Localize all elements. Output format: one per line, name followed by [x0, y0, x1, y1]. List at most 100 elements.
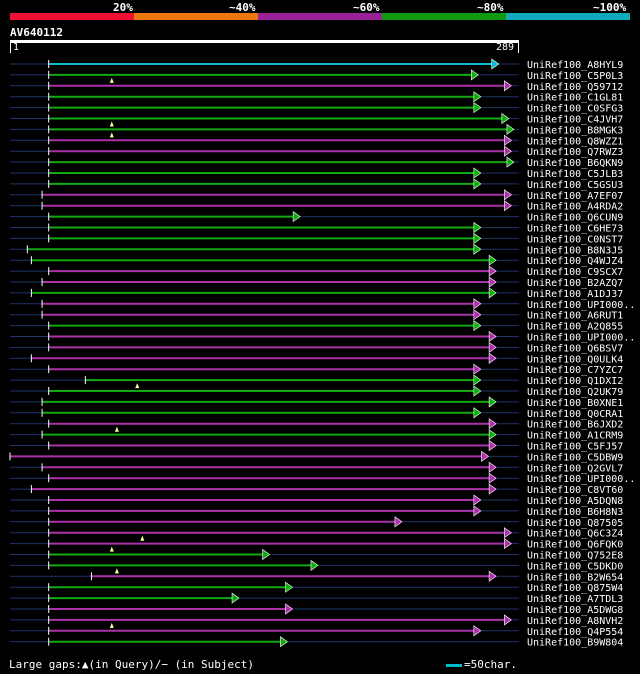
hit-row[interactable]: UniRef100_C5DKD0	[10, 559, 623, 574]
hit-row[interactable]: UniRef100_C5JLB3	[10, 167, 623, 180]
hit-id-label[interactable]: UniRef100_Q8WZZ1	[527, 136, 623, 147]
hit-id-label[interactable]: UniRef100_A1DJ37	[527, 289, 623, 300]
hit-row[interactable]: UniRef100_Q4WJZ4	[10, 254, 623, 267]
hit-id-label[interactable]: UniRef100_C8VT60	[527, 485, 623, 496]
hit-row[interactable]: UniRef100_Q752E8	[10, 548, 623, 562]
hit-row[interactable]: UniRef100_A8HYL9	[10, 58, 623, 71]
hit-id-label[interactable]: UniRef100_B8MGK3	[527, 125, 623, 136]
hit-row[interactable]: UniRef100_Q59712	[10, 80, 623, 93]
hit-row[interactable]: UniRef100_B2AZQ7	[10, 276, 623, 289]
hit-row[interactable]: UniRef100_A2Q855	[10, 320, 623, 333]
hit-row[interactable]: UniRef100_C8VT60	[10, 483, 623, 496]
hit-id-label[interactable]: UniRef100_C7YZC7	[527, 365, 623, 376]
hit-id-label[interactable]: UniRef100_Q2GVL7	[527, 463, 623, 474]
hit-row[interactable]: UniRef100_Q875W4	[10, 581, 623, 594]
hit-id-label[interactable]: UniRef100_Q87505	[527, 518, 623, 529]
hit-row[interactable]: UniRef100_C5GSU3	[10, 178, 623, 191]
hit-row[interactable]: UniRef100_Q6BSV7	[10, 341, 623, 354]
hit-id-label[interactable]: UniRef100_UPI000..	[527, 333, 635, 344]
hit-row[interactable]: UniRef100_Q2UK79	[10, 385, 623, 398]
hit-id-label[interactable]: UniRef100_Q6CUN9	[527, 213, 623, 224]
hit-row[interactable]: UniRef100_Q87505	[10, 516, 623, 529]
hit-id-label[interactable]: UniRef100_C5DKD0	[527, 561, 623, 572]
hit-id-label[interactable]: UniRef100_C5DBW9	[527, 452, 623, 463]
hit-id-label[interactable]: UniRef100_Q752E8	[527, 551, 623, 562]
hit-row[interactable]: UniRef100_Q4P554	[10, 625, 623, 638]
hit-row[interactable]: UniRef100_C4JVH7	[10, 112, 623, 127]
hit-id-label[interactable]: UniRef100_Q4P554	[527, 627, 623, 638]
hit-id-label[interactable]: UniRef100_B0XNE1	[527, 398, 623, 409]
hit-row[interactable]: UniRef100_Q0CRA1	[10, 407, 623, 420]
hit-row[interactable]: UniRef100_C5FJ57	[10, 439, 623, 453]
hit-id-label[interactable]: UniRef100_A7TDL3	[527, 594, 623, 605]
hit-row[interactable]: UniRef100_C0SFG3	[10, 102, 623, 115]
hit-id-label[interactable]: UniRef100_C0SFG3	[527, 104, 623, 115]
hit-id-label[interactable]: UniRef100_C5FJ57	[527, 442, 623, 453]
hit-id-label[interactable]: UniRef100_C6HE73	[527, 224, 623, 235]
hit-row[interactable]: UniRef100_C5P0L3	[10, 69, 623, 83]
hit-id-label[interactable]: UniRef100_A5DWG8	[527, 605, 623, 616]
hit-row[interactable]: UniRef100_A5DWG8	[10, 603, 623, 616]
hit-row[interactable]: UniRef100_A1CRM9	[10, 429, 623, 442]
hit-id-label[interactable]: UniRef100_A5DQN8	[527, 496, 623, 507]
hit-row[interactable]: UniRef100_Q7RWZ3	[10, 145, 623, 158]
hit-row[interactable]: UniRef100_B6JXD2	[10, 418, 623, 432]
hit-row[interactable]: UniRef100_UPI000..	[10, 330, 635, 344]
hit-id-label[interactable]: UniRef100_UPI000..	[527, 300, 635, 311]
hit-id-label[interactable]: UniRef100_B8N3J5	[527, 245, 623, 256]
hit-id-label[interactable]: UniRef100_B6JXD2	[527, 420, 623, 431]
hit-id-label[interactable]: UniRef100_C5P0L3	[527, 71, 623, 82]
hit-id-label[interactable]: UniRef100_A4RDA2	[527, 202, 623, 213]
hit-row[interactable]: UniRef100_C6HE73	[10, 221, 623, 235]
hit-id-label[interactable]: UniRef100_Q59712	[527, 82, 623, 93]
hit-row[interactable]: UniRef100_C9SCX7	[10, 265, 623, 278]
hit-row[interactable]: UniRef100_A6RUT1	[10, 309, 623, 322]
hit-id-label[interactable]: UniRef100_B6H8N3	[527, 507, 623, 518]
hit-row[interactable]: UniRef100_B8N3J5	[10, 243, 623, 256]
hit-id-label[interactable]: UniRef100_Q7RWZ3	[527, 147, 623, 158]
hit-row[interactable]: UniRef100_C1GL81	[10, 91, 623, 104]
hit-id-label[interactable]: UniRef100_Q6BSV7	[527, 343, 623, 354]
hit-id-label[interactable]: UniRef100_A2Q855	[527, 322, 623, 333]
hit-id-label[interactable]: UniRef100_A1CRM9	[527, 431, 623, 442]
hit-row[interactable]: UniRef100_Q8WZZ1	[10, 134, 623, 147]
hit-row[interactable]: UniRef100_B0XNE1	[10, 396, 623, 409]
hit-row[interactable]: UniRef100_C7YZC7	[10, 363, 623, 376]
hit-row[interactable]: UniRef100_Q0ULK4	[10, 352, 623, 365]
hit-row[interactable]: UniRef100_A5DQN8	[10, 494, 623, 507]
hit-row[interactable]: UniRef100_A7TDL3	[10, 592, 623, 605]
hit-row[interactable]: UniRef100_B2W654	[10, 570, 623, 583]
hit-id-label[interactable]: UniRef100_Q1DXI2	[527, 376, 623, 387]
hit-id-label[interactable]: UniRef100_B2AZQ7	[527, 278, 623, 289]
hit-row[interactable]: UniRef100_Q6C3Z4	[10, 527, 623, 541]
hit-id-label[interactable]: UniRef100_B6QKN9	[527, 158, 623, 169]
hit-row[interactable]: UniRef100_UPI000..	[10, 298, 635, 311]
hit-id-label[interactable]: UniRef100_B2W654	[527, 572, 623, 583]
hit-id-label[interactable]: UniRef100_A7EF07	[527, 191, 623, 202]
hit-id-label[interactable]: UniRef100_Q6C3Z4	[527, 529, 623, 540]
hit-id-label[interactable]: UniRef100_A8HYL9	[527, 60, 623, 71]
hit-row[interactable]: UniRef100_Q1DXI2	[10, 374, 623, 389]
hit-row[interactable]: UniRef100_A8NVH2	[10, 614, 623, 628]
hit-id-label[interactable]: UniRef100_C5JLB3	[527, 169, 623, 180]
hit-id-label[interactable]: UniRef100_Q4WJZ4	[527, 256, 623, 267]
hit-id-label[interactable]: UniRef100_Q0CRA1	[527, 409, 623, 420]
hit-id-label[interactable]: UniRef100_Q875W4	[527, 583, 623, 594]
hit-row[interactable]: UniRef100_A7EF07	[10, 189, 623, 202]
hit-row[interactable]: UniRef100_B9W804	[10, 636, 623, 649]
hit-id-label[interactable]: UniRef100_Q2UK79	[527, 387, 623, 398]
hit-row[interactable]: UniRef100_B6QKN9	[10, 156, 623, 169]
hit-id-label[interactable]: UniRef100_UPI000..	[527, 474, 635, 485]
hit-row[interactable]: UniRef100_C5DBW9	[9, 450, 623, 463]
hit-row[interactable]: UniRef100_B6H8N3	[10, 505, 623, 518]
hit-row[interactable]: UniRef100_UPI000..	[10, 472, 635, 485]
hit-id-label[interactable]: UniRef100_Q6FQK0	[527, 540, 623, 551]
hit-id-label[interactable]: UniRef100_C0NST7	[527, 234, 623, 245]
hit-id-label[interactable]: UniRef100_A6RUT1	[527, 311, 623, 322]
hit-id-label[interactable]: UniRef100_C4JVH7	[527, 115, 623, 126]
hit-row[interactable]: UniRef100_A1DJ37	[10, 287, 623, 300]
hit-row[interactable]: UniRef100_B8MGK3	[10, 123, 623, 138]
hit-id-label[interactable]: UniRef100_B9W804	[527, 638, 623, 649]
hit-row[interactable]: UniRef100_C0NST7	[10, 232, 623, 245]
hit-row[interactable]: UniRef100_Q2GVL7	[10, 461, 623, 474]
